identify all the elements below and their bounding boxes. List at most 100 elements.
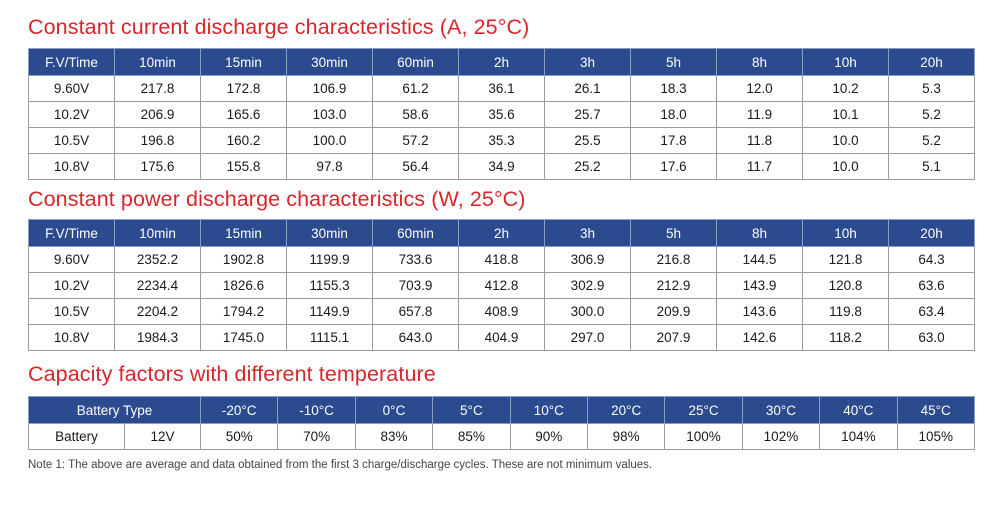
table-cell: 175.6 bbox=[114, 153, 201, 180]
column-header: 10h bbox=[802, 219, 889, 247]
current-discharge-title: Constant current discharge characteristi… bbox=[28, 15, 530, 39]
column-header: 15min bbox=[200, 48, 287, 76]
table-cell: 63.6 bbox=[888, 272, 975, 299]
column-header: 3h bbox=[544, 219, 631, 247]
table-cell: 103.0 bbox=[286, 101, 373, 128]
table-cell: 217.8 bbox=[114, 75, 201, 102]
temperature-header: 45°C bbox=[896, 396, 975, 424]
table-cell: 143.9 bbox=[716, 272, 803, 299]
capacity-factor-cell: 85% bbox=[432, 423, 511, 450]
capacity-factors-table: Battery Type -20°C -10°C 0°C 5°C 10°C 20°C 25°… bbox=[27, 396, 975, 450]
table-cell: 703.9 bbox=[372, 272, 459, 299]
column-header: 20h bbox=[888, 219, 975, 247]
table-cell: 2234.4 bbox=[114, 272, 201, 299]
table-cell: 408.9 bbox=[458, 298, 545, 325]
capacity-factor-cell: 102% bbox=[741, 423, 821, 450]
column-header: 8h bbox=[716, 219, 803, 247]
table-cell: 11.7 bbox=[716, 153, 803, 180]
table-row: 10.5V 2204.2 1794.2 1149.9 657.8 408.9 300.0 20… bbox=[28, 298, 975, 325]
table-cell: 118.2 bbox=[802, 324, 889, 351]
table-cell: 106.9 bbox=[286, 75, 373, 102]
table-cell: 302.9 bbox=[544, 272, 631, 299]
table-cell: 1794.2 bbox=[200, 298, 287, 325]
capacity-factor-cell: 98% bbox=[586, 423, 666, 450]
power-discharge-table: F.V/Time 10min 15min 30min 60min 2h 3h 5h 8h 10h 2… bbox=[28, 219, 975, 351]
table-cell: 1199.9 bbox=[286, 246, 373, 273]
final-voltage-cell: 9.60V bbox=[28, 246, 115, 273]
footnote: Note 1: The above are average and data o… bbox=[28, 459, 653, 471]
table-body: 9.60V 2352.2 1902.8 1199.9 733.6 418.8 306.9 21… bbox=[28, 246, 975, 351]
table-row: 10.8V 1984.3 1745.0 1115.1 643.0 404.9 297.0 20… bbox=[28, 324, 975, 351]
table-header: Battery Type -20°C -10°C 0°C 5°C 10°C 20°C 25°… bbox=[27, 396, 975, 424]
temperature-header: 25°C bbox=[664, 396, 743, 424]
capacity-factor-cell: 90% bbox=[509, 423, 588, 450]
table-cell: 12.0 bbox=[716, 75, 803, 102]
temperature-header: -10°C bbox=[277, 396, 356, 424]
table-cell: 412.8 bbox=[458, 272, 545, 299]
table-cell: 61.2 bbox=[372, 75, 459, 102]
table-header: F.V/Time 10min 15min 30min 60min 2h 3h 5h 8h 10h 2… bbox=[28, 219, 975, 247]
temperature-header: -20°C bbox=[200, 396, 279, 424]
column-header: 60min bbox=[372, 48, 459, 76]
temperature-header: 20°C bbox=[586, 396, 666, 424]
table-cell: 1745.0 bbox=[200, 324, 287, 351]
final-voltage-cell: 9.60V bbox=[28, 75, 115, 102]
column-header: 60min bbox=[372, 219, 459, 247]
table-cell: 643.0 bbox=[372, 324, 459, 351]
table-cell: 119.8 bbox=[802, 298, 889, 325]
table-cell: 26.1 bbox=[544, 75, 631, 102]
table-cell: 2352.2 bbox=[114, 246, 201, 273]
capacity-factor-cell: 70% bbox=[277, 423, 356, 450]
column-header: 30min bbox=[286, 48, 373, 76]
table-cell: 418.8 bbox=[458, 246, 545, 273]
table-cell: 17.6 bbox=[630, 153, 717, 180]
table-cell: 35.3 bbox=[458, 127, 545, 154]
table-cell: 206.9 bbox=[114, 101, 201, 128]
battery-type-header: Battery Type bbox=[27, 396, 202, 424]
table-cell: 212.9 bbox=[630, 272, 717, 299]
table-cell: 11.9 bbox=[716, 101, 803, 128]
table-row: 9.60V 217.8 172.8 106.9 61.2 36.1 26.1 18.3 12.0… bbox=[28, 75, 975, 102]
capacity-factor-cell: 105% bbox=[896, 423, 975, 450]
capacity-factor-cell: 104% bbox=[819, 423, 898, 450]
table-cell: 2204.2 bbox=[114, 298, 201, 325]
table-cell: 17.8 bbox=[630, 127, 717, 154]
table-cell: 404.9 bbox=[458, 324, 545, 351]
column-header: 30min bbox=[286, 219, 373, 247]
table-cell: 10.0 bbox=[802, 127, 889, 154]
table-cell: 5.2 bbox=[888, 101, 975, 128]
table-cell: 18.3 bbox=[630, 75, 717, 102]
table-cell: 97.8 bbox=[286, 153, 373, 180]
table-header: F.V/Time 10min 15min 30min 60min 2h 3h 5h 8h 10h 2… bbox=[28, 48, 975, 76]
table-cell: 1826.6 bbox=[200, 272, 287, 299]
table-cell: 1984.3 bbox=[114, 324, 201, 351]
table-cell: 120.8 bbox=[802, 272, 889, 299]
temperature-header: 0°C bbox=[354, 396, 434, 424]
table-cell: 56.4 bbox=[372, 153, 459, 180]
table-cell: 25.2 bbox=[544, 153, 631, 180]
table-cell: 63.0 bbox=[888, 324, 975, 351]
table-cell: 10.2 bbox=[802, 75, 889, 102]
table-body: 9.60V 217.8 172.8 106.9 61.2 36.1 26.1 18.3 12.0… bbox=[28, 75, 975, 180]
column-header: 20h bbox=[888, 48, 975, 76]
capacity-factor-cell: 50% bbox=[200, 423, 279, 450]
power-discharge-title: Constant power discharge characteristics… bbox=[28, 187, 526, 211]
column-header: 10min bbox=[114, 48, 201, 76]
column-header: 10min bbox=[114, 219, 201, 247]
table-row: 10.5V 196.8 160.2 100.0 57.2 35.3 25.5 17.8 11.8… bbox=[28, 127, 975, 154]
column-header: 15min bbox=[200, 219, 287, 247]
temperature-header: 40°C bbox=[819, 396, 898, 424]
table-cell: 733.6 bbox=[372, 246, 459, 273]
header-row: F.V/Time 10min 15min 30min 60min 2h 3h 5h 8h 10h 2… bbox=[28, 219, 975, 247]
table-row: 10.2V 2234.4 1826.6 1155.3 703.9 412.8 302.9 21… bbox=[28, 272, 975, 299]
table-cell: 25.7 bbox=[544, 101, 631, 128]
column-header: 5h bbox=[630, 219, 717, 247]
table-cell: 216.8 bbox=[630, 246, 717, 273]
table-cell: 142.6 bbox=[716, 324, 803, 351]
table-cell: 64.3 bbox=[888, 246, 975, 273]
final-voltage-cell: 10.8V bbox=[28, 153, 115, 180]
table-cell: 172.8 bbox=[200, 75, 287, 102]
table-cell: 63.4 bbox=[888, 298, 975, 325]
table-cell: 18.0 bbox=[630, 101, 717, 128]
table-row: 10.2V 206.9 165.6 103.0 58.6 35.6 25.7 18.0 11.9… bbox=[28, 101, 975, 128]
